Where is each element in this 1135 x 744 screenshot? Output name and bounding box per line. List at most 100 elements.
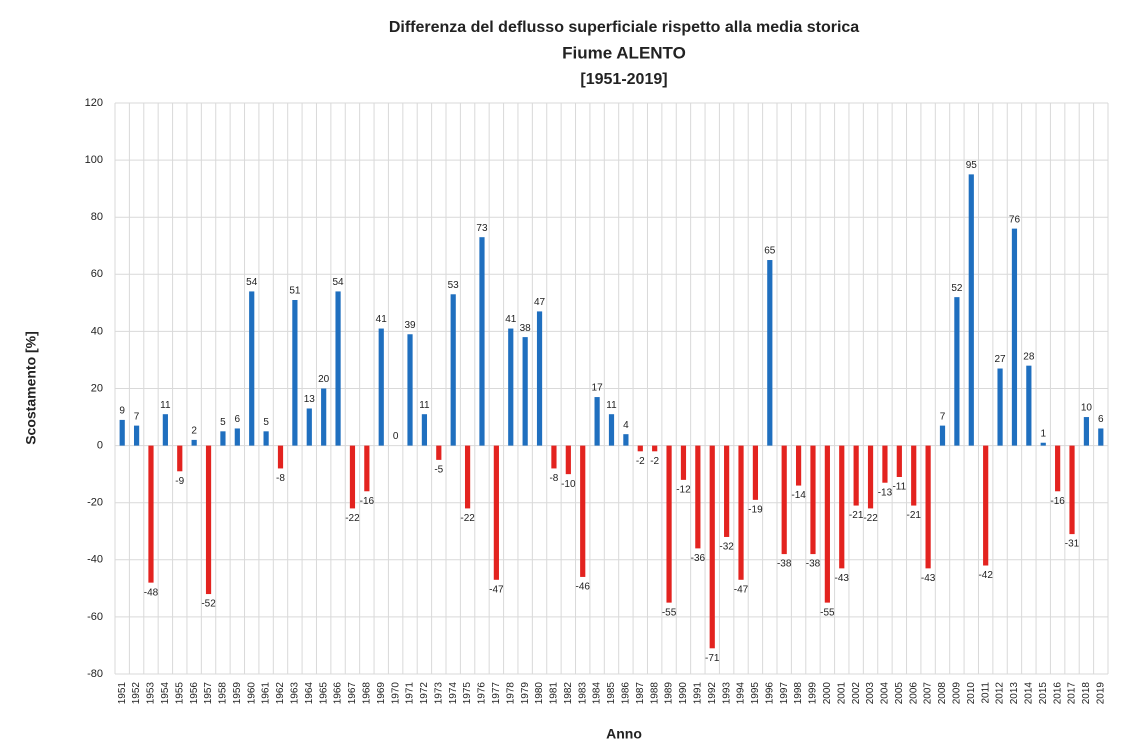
x-axis-label: Anno	[606, 726, 642, 742]
value-label: -55	[662, 607, 677, 618]
bar	[1055, 445, 1061, 492]
x-tick-label: 1963	[290, 682, 301, 705]
value-label: 6	[235, 414, 241, 425]
value-label: -46	[575, 582, 590, 593]
value-label: -13	[878, 487, 893, 498]
y-tick-label: -40	[87, 554, 103, 566]
bar	[580, 445, 586, 577]
bar	[306, 408, 312, 446]
bar	[191, 439, 197, 446]
bar	[954, 297, 960, 446]
value-label: 28	[1023, 351, 1035, 362]
x-tick-label: 1978	[505, 682, 516, 705]
bar	[1098, 428, 1104, 446]
value-label: 13	[304, 394, 316, 405]
x-tick-label: 1951	[117, 682, 128, 705]
x-tick-label: 1980	[534, 682, 545, 705]
bar	[263, 431, 269, 446]
x-tick-label: 1964	[304, 682, 315, 705]
bar	[1011, 228, 1018, 446]
bar	[407, 334, 413, 446]
bar	[637, 445, 643, 452]
x-tick-label: 1966	[333, 682, 344, 705]
x-tick-label: 1992	[707, 682, 718, 705]
value-label: 9	[119, 406, 125, 417]
x-tick-label: 2007	[923, 682, 934, 705]
bar	[1069, 445, 1075, 535]
bar	[781, 445, 787, 555]
x-tick-label: 2015	[1038, 682, 1049, 705]
x-tick-label: 1977	[491, 682, 502, 705]
bar	[479, 237, 485, 446]
x-tick-label: 1997	[779, 682, 790, 705]
bar	[205, 445, 212, 595]
bar	[824, 445, 830, 603]
bar	[911, 445, 917, 506]
bar	[133, 425, 140, 446]
value-label: -16	[360, 496, 375, 507]
value-label: 0	[393, 431, 399, 442]
bar	[1083, 417, 1090, 446]
value-label: 4	[623, 420, 629, 431]
x-tick-label: 2002	[851, 682, 862, 705]
x-tick-label: 2011	[980, 682, 991, 704]
bar	[666, 445, 672, 603]
bar	[421, 414, 428, 446]
x-tick-label: 1987	[635, 682, 646, 705]
x-tick-label: 1969	[376, 682, 387, 705]
value-label: 41	[376, 314, 388, 325]
x-tick-label: 2013	[1009, 682, 1020, 705]
bar	[464, 445, 471, 509]
bar	[795, 445, 802, 486]
value-label: 54	[246, 277, 258, 288]
x-tick-label: 1988	[649, 682, 660, 705]
y-tick-label: 60	[91, 268, 103, 280]
value-label: 47	[534, 297, 546, 308]
chart-title: Differenza del deflusso superficiale ris…	[389, 19, 859, 36]
bar	[536, 311, 543, 446]
value-label: 38	[520, 323, 532, 334]
x-tick-label: 1989	[664, 682, 675, 705]
x-tick-label: 2001	[836, 682, 847, 705]
value-label: -16	[1050, 496, 1065, 507]
bar	[680, 445, 687, 480]
x-tick-label: 2014	[1023, 682, 1034, 705]
bar	[234, 428, 240, 446]
x-tick-label: 2008	[937, 682, 948, 705]
value-label: -32	[719, 542, 734, 553]
x-tick-label: 1991	[692, 682, 703, 705]
y-tick-label: -80	[87, 668, 103, 680]
x-tick-label: 1956	[189, 682, 200, 705]
value-label: 27	[995, 354, 1007, 365]
bar	[277, 445, 284, 469]
x-tick-label: 1994	[736, 682, 747, 705]
x-tick-label: 1955	[174, 682, 185, 705]
y-tick-label: -20	[87, 497, 103, 509]
y-axis-label: Scostamento [%]	[23, 331, 39, 445]
bar	[853, 445, 859, 506]
x-tick-label: 1965	[318, 682, 329, 705]
value-label: 51	[289, 286, 301, 297]
y-tick-label: 20	[91, 382, 103, 394]
bar	[896, 445, 902, 478]
x-tick-label: 1968	[361, 682, 372, 705]
value-label: -43	[921, 573, 936, 584]
value-label: -2	[636, 456, 645, 467]
bar	[939, 425, 946, 446]
bar	[148, 445, 154, 583]
value-label: -47	[734, 584, 749, 595]
value-label: 17	[592, 383, 604, 394]
value-label: -2	[650, 456, 659, 467]
x-tick-label: 2006	[908, 682, 919, 705]
bar	[623, 434, 629, 446]
bar	[450, 294, 456, 446]
bar	[608, 414, 615, 446]
value-label: 52	[951, 283, 963, 294]
bar	[738, 445, 744, 580]
value-label: 5	[220, 417, 226, 428]
value-label: -11	[892, 482, 906, 493]
x-tick-label: 1953	[146, 682, 157, 705]
bar	[695, 445, 701, 549]
x-tick-label: 2009	[952, 682, 963, 705]
chart-subtitle: Fiume ALENTO	[562, 43, 686, 62]
